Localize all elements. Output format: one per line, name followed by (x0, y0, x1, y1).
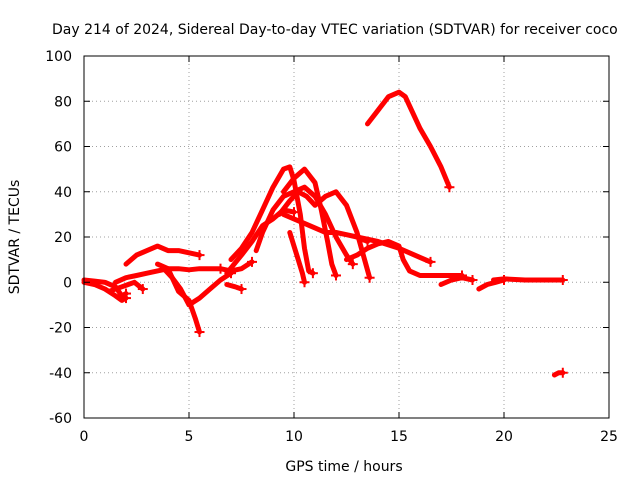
x-tick-label: 20 (495, 429, 513, 445)
x-tick-label: 0 (80, 429, 89, 445)
series-end-marker (307, 268, 318, 279)
x-tick-label: 5 (185, 429, 194, 445)
series-line-arc-1 (81, 277, 129, 299)
series-line-arc-3 (106, 279, 146, 294)
ticks: 0 5 10 15 20 25 -60 -40 -20 0 20 40 60 80 100 (45, 49, 618, 445)
series-line-arc-7 (161, 266, 234, 308)
series-line-arc-20 (438, 275, 475, 287)
series-line-arc-6 (155, 261, 202, 335)
y-tick-label: 0 (63, 275, 72, 291)
series-end-marker (247, 256, 257, 267)
series-line-arc-19 (365, 89, 452, 190)
y-tick-label: 100 (45, 49, 72, 65)
series-line-arc-22 (491, 276, 566, 283)
series-line-arc-4 (123, 243, 202, 267)
series-end-marker (299, 277, 310, 288)
series-end-marker (557, 274, 568, 285)
y-tick-label: -60 (49, 411, 72, 427)
series-line-arc-15 (287, 230, 307, 285)
y-tick-label: 40 (54, 185, 72, 201)
y-tick-label: 60 (54, 140, 72, 156)
series-end-marker (444, 182, 455, 193)
x-tick-label: 10 (285, 429, 303, 445)
series-line-arc-17 (344, 239, 465, 278)
series-line-arc-8 (218, 259, 255, 274)
y-tick-label: -20 (49, 321, 72, 337)
x-tick-label: 25 (600, 429, 618, 445)
y-tick-label: 80 (54, 94, 72, 110)
series-end-marker (236, 284, 247, 295)
series-line-arc-16 (281, 211, 370, 244)
series-line-arc-12 (253, 184, 356, 267)
y-tick-label: 20 (54, 230, 72, 246)
chart-title: Day 214 of 2024, Sidereal Day-to-day VTE… (52, 22, 618, 38)
series-end-marker (467, 274, 478, 285)
x-tick-label: 15 (390, 429, 408, 445)
series-end-marker (194, 327, 205, 338)
grid (84, 56, 609, 418)
series-end-marker (194, 250, 205, 261)
series-end-marker (425, 256, 436, 267)
series-end-marker (331, 270, 341, 281)
series-end-marker (121, 293, 131, 304)
x-axis-label: GPS time / hours (285, 459, 402, 475)
series-line-arc-13 (281, 166, 339, 278)
series-line-arc-18 (354, 234, 433, 265)
series-end-marker (347, 259, 358, 270)
series-end-marker (557, 367, 568, 378)
series-group (81, 89, 568, 378)
series-end-marker (364, 272, 375, 283)
y-tick-label: -40 (49, 366, 72, 382)
y-axis-label: SDTVAR / TECUs (7, 180, 23, 295)
series-line-arc-11 (228, 164, 316, 276)
series-end-marker (289, 207, 299, 218)
series-end-marker (137, 284, 148, 295)
